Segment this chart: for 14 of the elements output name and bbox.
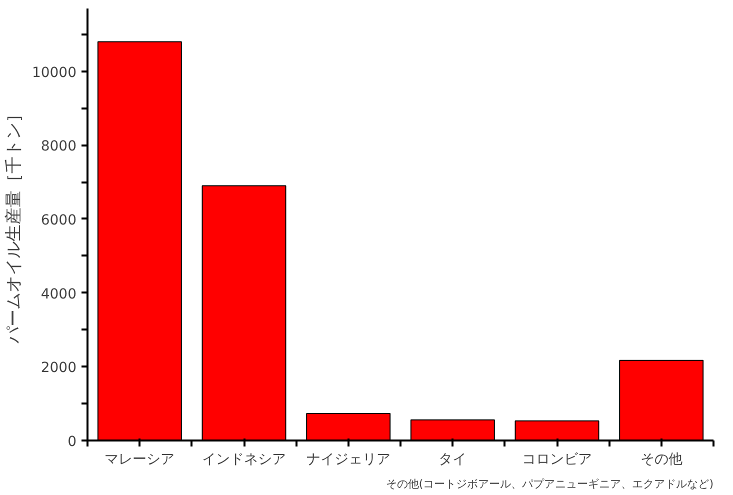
y-tick-label: 0 — [68, 434, 77, 450]
y-tick-label: 2000 — [40, 360, 77, 376]
x-tick-label: ナイジェリア — [306, 452, 390, 468]
x-tick-label: マレーシア — [104, 452, 175, 468]
y-tick-label: 8000 — [40, 138, 77, 155]
x-tick-label: タイ — [438, 452, 467, 468]
y-tick-label: 4000 — [40, 286, 77, 302]
y-axis-title: パームオイル生産量［千トン］ — [4, 106, 24, 344]
text: その他(コートジボアール、パプアニューギニア、エクアドルなど) — [386, 478, 714, 490]
x-tick-label: コロンビア — [522, 452, 592, 468]
y-tick-label: 10000 — [32, 64, 77, 81]
x-tick-label: インドネシア — [202, 452, 286, 468]
y-tick-label: 6000 — [40, 212, 77, 228]
x-tick-label: その他 — [640, 452, 682, 468]
